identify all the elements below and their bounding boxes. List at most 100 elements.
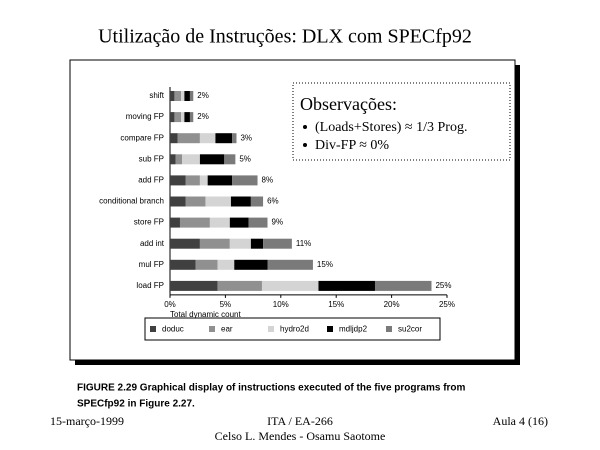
- bar-segment: [184, 91, 190, 101]
- bar-segment: [250, 196, 264, 207]
- y-tick-label: mul FP: [139, 260, 164, 269]
- bar-segment: [170, 133, 178, 144]
- bar-segment: [170, 91, 175, 101]
- bar-segment: [170, 280, 218, 291]
- bar-segment: [170, 154, 176, 165]
- bar-segment: [229, 238, 251, 249]
- legend-swatch: [327, 326, 333, 332]
- bar-segment: [232, 133, 237, 144]
- y-tick-label: compare FP: [120, 133, 164, 142]
- bar-segment: [261, 280, 319, 291]
- bullet: [303, 143, 307, 147]
- bar-segment: [267, 259, 313, 270]
- bar-label: 8%: [262, 176, 274, 185]
- bar-segment: [248, 217, 268, 228]
- x-tick-label: 20%: [384, 300, 400, 309]
- bar-segment: [170, 259, 196, 270]
- bar-segment: [229, 217, 249, 228]
- y-tick-label: shift: [149, 91, 164, 100]
- observations-heading: Observações:: [300, 94, 397, 114]
- bar-segment: [170, 238, 200, 249]
- bar-segment: [189, 91, 194, 101]
- x-tick-label: 10%: [273, 300, 289, 309]
- legend-label: su2cor: [398, 325, 422, 334]
- bar-segment: [232, 175, 258, 186]
- bar-segment: [199, 175, 208, 186]
- bar-segment: [170, 196, 186, 207]
- y-tick-label: moving FP: [126, 112, 164, 121]
- bar-segment: [170, 175, 186, 186]
- x-tick-label: 0%: [164, 300, 176, 309]
- bar-segment: [181, 91, 185, 101]
- bullet: [303, 125, 307, 129]
- bar-segment: [195, 259, 218, 270]
- bar-segment: [205, 196, 231, 207]
- bar-segment: [199, 133, 216, 144]
- bar-segment: [185, 196, 206, 207]
- bar-segment: [207, 175, 233, 186]
- footer-date: 15-março-1999: [50, 414, 124, 428]
- bar-segment: [209, 217, 230, 228]
- bar-segment: [199, 154, 225, 165]
- observations-box: [292, 82, 511, 161]
- bar-segment: [182, 154, 200, 165]
- bar-label: 5%: [239, 154, 251, 163]
- y-tick-label: sub FP: [139, 154, 164, 163]
- x-tick-label: 5%: [220, 300, 232, 309]
- observation: (Loads+Stores) ≈ 1/3 Prog.: [315, 120, 467, 135]
- legend-label: doduc: [162, 325, 184, 334]
- y-tick-label: conditional branch: [99, 197, 164, 206]
- slide-title: Utilização de Instruções: DLX com SPECfp…: [98, 26, 472, 48]
- bar-label: 3%: [240, 133, 252, 142]
- footer-authors: Celso L. Mendes - Osamu Saotome: [215, 429, 386, 443]
- x-tick-label: 25%: [439, 300, 455, 309]
- bar-segment: [170, 112, 175, 123]
- bar-segment: [175, 154, 183, 165]
- bar-segment: [374, 280, 432, 291]
- bar-segment: [217, 259, 235, 270]
- legend-swatch: [268, 326, 274, 332]
- y-tick-label: add int: [140, 239, 165, 248]
- bar-label: 25%: [435, 281, 451, 290]
- bar-segment: [184, 112, 190, 123]
- bar-label: 2%: [197, 91, 209, 100]
- caption: SPECfp92 in Figure 2.27.: [77, 399, 195, 410]
- footer-page: Aula 4 (16): [493, 414, 548, 428]
- legend-box: [144, 317, 441, 341]
- legend-label: mdljdp2: [339, 325, 368, 334]
- bar-segment: [234, 259, 268, 270]
- bar-segment: [318, 280, 375, 291]
- bar-segment: [174, 91, 182, 101]
- bar-segment: [174, 112, 182, 123]
- bar-segment: [179, 217, 210, 228]
- bar-label: 15%: [317, 260, 333, 269]
- legend-label: ear: [221, 325, 233, 334]
- legend-swatch: [209, 326, 215, 332]
- legend-label: hydro2d: [280, 325, 309, 334]
- bar-segment: [189, 112, 194, 123]
- bar-segment: [215, 133, 233, 144]
- bar-segment: [250, 238, 264, 249]
- bar-segment: [217, 280, 262, 291]
- x-tick-label: 15%: [328, 300, 344, 309]
- bar-label: 9%: [272, 218, 284, 227]
- bar-segment: [170, 217, 180, 228]
- bar-segment: [230, 196, 251, 207]
- x-axis-label: Total dynamic count: [170, 310, 241, 319]
- bar-label: 2%: [197, 112, 209, 121]
- bar-segment: [263, 238, 292, 249]
- legend-swatch: [150, 326, 156, 332]
- footer-course: ITA / EA-266: [267, 414, 333, 428]
- bar-segment: [185, 175, 200, 186]
- bar-label: 11%: [296, 239, 311, 248]
- bar-segment: [177, 133, 200, 144]
- y-tick-label: store FP: [134, 218, 164, 227]
- observation: Div-FP ≈ 0%: [315, 138, 389, 153]
- caption: FIGURE 2.29 Graphical display of instruc…: [77, 383, 466, 394]
- bar-label: 6%: [267, 197, 279, 206]
- bar-segment: [199, 238, 230, 249]
- legend-swatch: [386, 326, 392, 332]
- bar-segment: [224, 154, 236, 165]
- bar-segment: [181, 112, 185, 123]
